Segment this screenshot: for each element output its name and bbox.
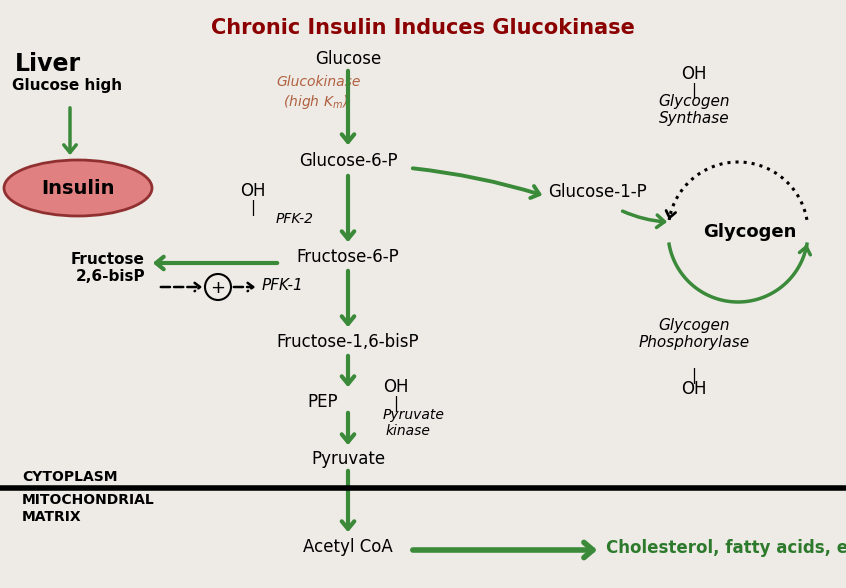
Text: OH: OH [240, 182, 266, 200]
Text: Glucose: Glucose [315, 50, 382, 68]
Text: |: | [691, 83, 696, 99]
Text: Insulin: Insulin [41, 179, 115, 198]
Text: Cholesterol, fatty acids, etc.: Cholesterol, fatty acids, etc. [606, 539, 846, 557]
Text: PEP: PEP [308, 393, 338, 411]
Text: Acetyl CoA: Acetyl CoA [303, 538, 393, 556]
Text: |: | [250, 200, 255, 216]
Text: Glucokinase: Glucokinase [276, 75, 360, 89]
Text: (high $K_m$): (high $K_m$) [283, 93, 348, 111]
Text: OH: OH [681, 65, 706, 83]
Text: Fructose-6-P: Fructose-6-P [297, 248, 399, 266]
Text: Glucose-6-P: Glucose-6-P [299, 152, 398, 170]
Text: Glycogen
Phosphorylase: Glycogen Phosphorylase [639, 318, 750, 350]
Text: |: | [691, 368, 696, 384]
Text: PFK-1: PFK-1 [262, 278, 304, 293]
Ellipse shape [4, 160, 152, 216]
Text: Glycogen
Synthase: Glycogen Synthase [658, 94, 730, 126]
Text: Pyruvate: Pyruvate [383, 408, 445, 422]
Text: +: + [211, 279, 226, 297]
Text: CYTOPLASM: CYTOPLASM [22, 470, 118, 484]
Text: Glycogen: Glycogen [703, 223, 797, 241]
Text: |: | [393, 396, 398, 412]
Text: Chronic Insulin Induces Glucokinase: Chronic Insulin Induces Glucokinase [211, 18, 635, 38]
Text: Fructose
2,6-bisP: Fructose 2,6-bisP [71, 252, 145, 284]
Text: Glucose high: Glucose high [12, 78, 122, 93]
Text: Glucose-1-P: Glucose-1-P [548, 183, 646, 201]
Text: OH: OH [681, 380, 706, 398]
Text: Liver: Liver [15, 52, 81, 76]
Text: kinase: kinase [386, 424, 431, 438]
Text: Fructose-1,6-bisP: Fructose-1,6-bisP [277, 333, 420, 351]
Text: OH: OH [383, 378, 409, 396]
Text: MITOCHONDRIAL
MATRIX: MITOCHONDRIAL MATRIX [22, 493, 155, 524]
Text: PFK-2: PFK-2 [276, 212, 314, 226]
Text: Pyruvate: Pyruvate [311, 450, 385, 468]
